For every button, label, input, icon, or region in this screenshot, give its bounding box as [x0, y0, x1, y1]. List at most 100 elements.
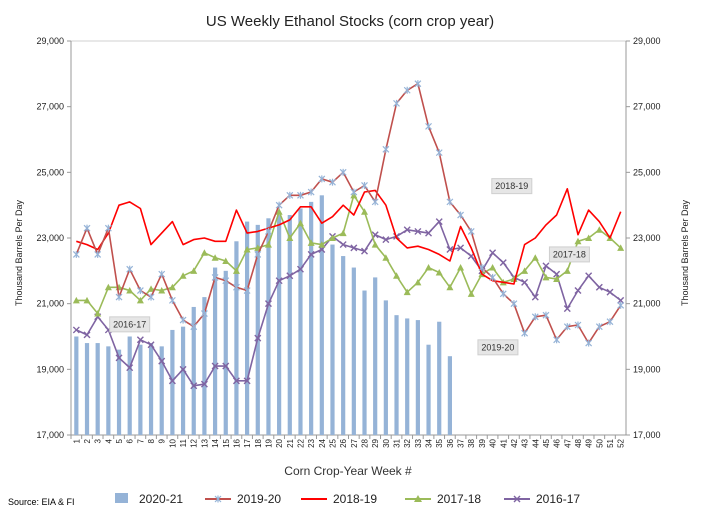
bar-2020-21 [287, 215, 292, 435]
x-tick-label: 37 [457, 438, 466, 447]
point-2017-18 [553, 275, 561, 283]
point-2016-17 [296, 265, 304, 273]
x-axis-label: Corn Crop-Year Week # [284, 464, 412, 478]
x-tick-label: 5 [115, 438, 124, 443]
point-2017-18 [446, 283, 454, 291]
point-2017-18 [318, 241, 326, 248]
point-2017-18 [489, 264, 497, 271]
point-2017-18 [104, 283, 112, 291]
point-2017-18 [307, 239, 315, 246]
bar-2020-21 [223, 270, 228, 435]
x-tick-label: 7 [136, 438, 145, 443]
x-tick-label: 52 [617, 438, 626, 447]
point-2017-18 [457, 264, 465, 271]
point-2016-17 [350, 244, 358, 252]
x-tick-label: 30 [382, 438, 391, 447]
point-2016-17 [168, 377, 176, 385]
annotation-label: 2017-18 [553, 249, 586, 259]
y-tick-label-left: 29,000 [36, 36, 64, 46]
point-2016-17 [115, 354, 123, 362]
x-tick-label: 8 [147, 438, 156, 443]
point-2017-18 [275, 208, 283, 215]
bar-2020-21 [159, 346, 164, 435]
bar-2020-21 [341, 256, 346, 435]
x-tick-label: 21 [286, 438, 295, 447]
x-tick-label: 51 [606, 438, 615, 447]
chart-title: US Weekly Ethanol Stocks (corn crop year… [206, 13, 494, 30]
y-tick-label-right: 27,000 [633, 102, 661, 112]
x-tick-label: 45 [542, 438, 551, 447]
bar-2020-21 [138, 344, 143, 435]
point-2016-17 [574, 287, 582, 295]
point-2017-18 [371, 241, 379, 248]
x-tick-label: 19 [264, 438, 273, 447]
x-tick-label: 20 [275, 438, 284, 447]
point-2017-18 [190, 267, 198, 274]
x-tick-label: 1 [72, 438, 81, 443]
annotation-box [491, 178, 533, 195]
y-tick-label-left: 21,000 [36, 299, 64, 309]
x-tick-label: 33 [414, 438, 423, 447]
x-tick-label: 36 [446, 438, 455, 447]
x-tick-label: 9 [158, 438, 167, 443]
x-tick-label: 11 [179, 438, 188, 447]
x-tick-label: 6 [126, 438, 135, 443]
bar-2020-21 [309, 201, 314, 435]
legend-marker-2016-17 [513, 495, 521, 503]
bar-2020-21 [202, 297, 207, 435]
bar-2020-21 [245, 221, 250, 435]
bar-2020-21 [373, 277, 378, 435]
bar-2020-21 [277, 215, 282, 435]
bar-2020-21 [74, 336, 79, 435]
x-tick-label: 46 [553, 438, 562, 447]
x-tick-label: 25 [328, 438, 337, 447]
x-tick-label: 34 [425, 438, 434, 447]
point-2016-17 [403, 226, 411, 234]
bar-2020-21 [351, 267, 356, 435]
point-2016-17 [83, 331, 91, 339]
y-tick-label-left: 19,000 [36, 364, 64, 374]
legend-marker-2017-18 [414, 495, 422, 502]
x-tick-label: 15 [222, 438, 231, 447]
point-2016-17 [158, 357, 166, 365]
point-2017-18 [574, 237, 582, 245]
x-tick-label: 29 [371, 438, 380, 447]
point-2016-17 [457, 244, 465, 252]
point-2016-17 [425, 229, 433, 237]
legend-label-2018-19: 2018-19 [333, 492, 377, 506]
point-2016-17 [286, 272, 294, 280]
y-tick-label-left: 25,000 [36, 167, 64, 177]
point-2017-18 [179, 272, 187, 279]
point-2017-18 [136, 296, 144, 304]
point-2016-17 [563, 305, 571, 313]
y-tick-label-right: 19,000 [633, 364, 661, 374]
point-2016-17 [200, 380, 208, 388]
legend-label-2019-20: 2019-20 [237, 492, 281, 506]
bar-2020-21 [180, 326, 186, 435]
x-tick-label: 27 [350, 438, 359, 447]
point-2017-18 [296, 219, 304, 227]
point-2016-17 [211, 362, 219, 370]
point-2017-18 [393, 272, 401, 279]
legend-marker-2017-18 [414, 495, 422, 502]
point-2017-18 [232, 267, 240, 274]
bar-2020-21 [212, 267, 218, 435]
point-2016-17 [264, 300, 272, 308]
point-2017-18 [264, 241, 272, 248]
y-tick-label-left: 27,000 [36, 102, 64, 112]
bar-2020-21 [191, 306, 196, 435]
y-tick-label-right: 25,000 [633, 167, 661, 177]
x-tick-label: 40 [489, 438, 498, 447]
bar-2020-21 [266, 218, 271, 435]
legend-label-2016-17: 2016-17 [536, 492, 580, 506]
point-2016-17 [222, 362, 230, 370]
point-2016-17 [553, 270, 561, 278]
point-2017-18 [158, 287, 166, 294]
point-2016-17 [617, 296, 625, 304]
point-2017-18 [617, 244, 625, 251]
point-2017-18 [382, 254, 390, 261]
point-2016-17 [275, 277, 283, 285]
series-line-2019-20 [75, 82, 622, 344]
bar-2020-21 [298, 208, 303, 435]
